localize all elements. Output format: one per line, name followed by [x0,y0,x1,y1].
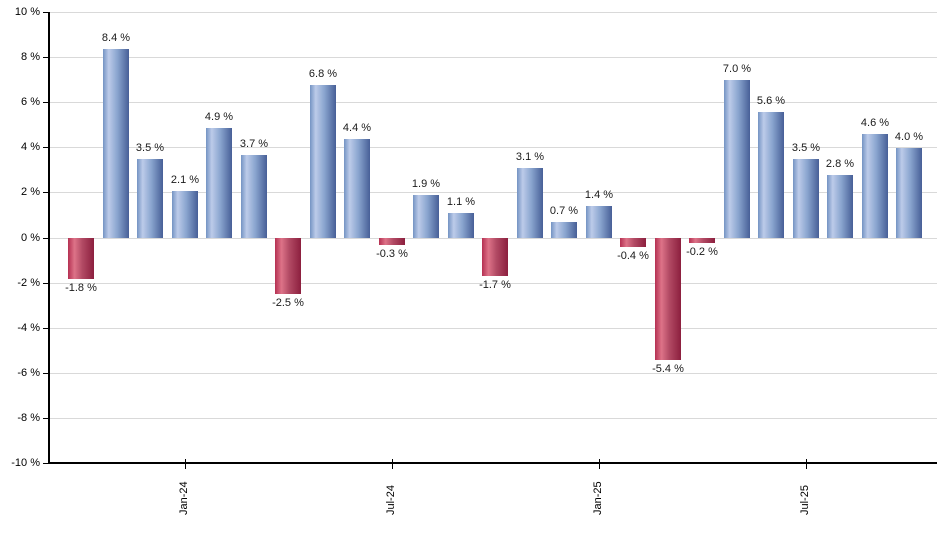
gridline [48,328,937,329]
bar-value-label: 3.5 % [135,142,165,154]
bar-value-label: -1.7 % [479,279,511,291]
bar-value-label: 1.9 % [411,178,441,190]
bar [241,155,267,238]
bar [517,168,543,238]
bar-value-label: 5.6 % [756,95,786,107]
y-axis-label: 4 % [21,141,40,153]
bar-value-label: 4.0 % [894,131,924,143]
bar-value-label: 4.9 % [204,111,234,123]
gridline [48,147,937,148]
y-axis-tick [43,418,48,419]
bar [413,195,439,238]
bar-value-label: 1.1 % [446,196,476,208]
bar-value-label: -5.4 % [652,363,684,375]
bar-value-label: 8.4 % [101,32,131,44]
bar-value-label: 3.5 % [791,142,821,154]
x-axis-line [48,462,937,464]
y-axis-label: -4 % [17,322,40,334]
bar-value-label: 4.6 % [860,117,890,129]
x-axis-label: Jul-24 [385,485,397,515]
bar [275,238,301,294]
y-axis-tick [43,12,48,13]
bar-value-label: 7.0 % [722,63,752,75]
bar-value-label: 2.1 % [170,174,200,186]
y-axis-tick [43,192,48,193]
bar [344,139,370,238]
bar [68,238,94,279]
y-axis-tick [43,283,48,284]
x-axis-tick [599,459,600,469]
bar [206,128,232,238]
gridline [48,57,937,58]
y-axis-label: 10 % [14,6,40,18]
x-axis-label: Jul-25 [799,485,811,515]
gridline [48,283,937,284]
x-axis-label: Jan-24 [178,481,190,515]
bar-value-label: -2.5 % [272,297,304,309]
bar [172,191,198,238]
bar [586,206,612,238]
y-axis-label: 2 % [21,186,40,198]
x-axis-label: Jan-25 [592,481,604,515]
bar-value-label: -0.3 % [376,248,408,260]
gridline [48,373,937,374]
bar [862,134,888,238]
bar [448,213,474,238]
gridline [48,102,937,103]
y-axis-label: -6 % [17,367,40,379]
gridline [48,192,937,193]
y-axis-tick [43,463,48,464]
bar [689,238,715,243]
y-axis-tick [43,328,48,329]
y-axis-tick [43,238,48,239]
bar-value-label: -1.8 % [65,282,97,294]
x-axis-tick [392,459,393,469]
y-axis-tick [43,102,48,103]
bar [896,148,922,238]
y-axis-line [48,12,50,463]
bar [655,238,681,360]
gridline [48,12,937,13]
bar-value-label: -0.2 % [686,246,718,258]
bar-value-label: 2.8 % [825,158,855,170]
bar [724,80,750,238]
y-axis-label: -10 % [11,457,40,469]
bar [103,49,129,238]
bar-value-label: 3.1 % [515,151,545,163]
y-axis-tick [43,373,48,374]
bar [310,85,336,238]
y-axis-label: -2 % [17,277,40,289]
bar-value-label: 0.7 % [549,205,579,217]
bar [827,175,853,238]
y-axis-label: 6 % [21,96,40,108]
y-axis-tick [43,57,48,58]
x-axis-tick [185,459,186,469]
x-axis-tick [806,459,807,469]
bar [137,159,163,238]
bar-value-label: 3.7 % [239,138,269,150]
bar [482,238,508,276]
y-axis-label: 8 % [21,51,40,63]
y-axis-tick [43,147,48,148]
bar [758,112,784,238]
gridline [48,418,937,419]
bar-value-label: 6.8 % [308,68,338,80]
bar [379,238,405,245]
bar [620,238,646,247]
bar-value-label: 1.4 % [584,189,614,201]
bar-value-label: -0.4 % [617,250,649,262]
bar [551,222,577,238]
bar [793,159,819,238]
y-axis-label: 0 % [21,232,40,244]
bar-value-label: 4.4 % [342,122,372,134]
y-axis-label: -8 % [17,412,40,424]
